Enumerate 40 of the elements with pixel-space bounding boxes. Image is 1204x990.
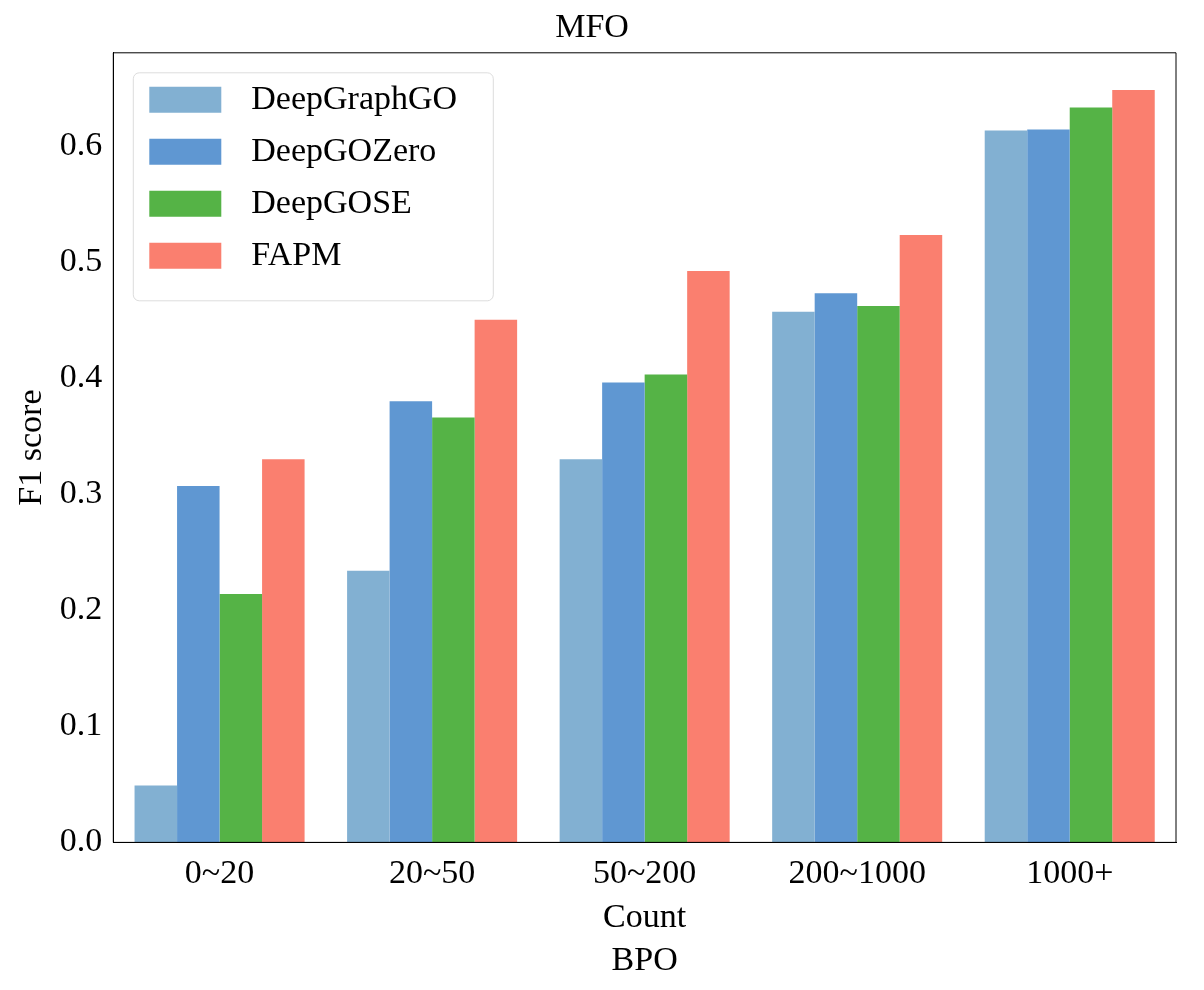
bar [772, 311, 815, 843]
chart-title: MFO [555, 7, 629, 45]
bar [177, 485, 220, 843]
bar [984, 130, 1028, 843]
y-axis-title: F1 score [11, 389, 49, 506]
legend-label: DeepGOSE [251, 182, 412, 220]
x-tick-label: 200~1000 [788, 852, 926, 890]
y-tick-label: 0.2 [59, 589, 103, 627]
bar [389, 401, 433, 843]
bar [219, 593, 263, 843]
bar [1112, 89, 1155, 843]
bar [687, 271, 730, 843]
bar [857, 305, 900, 843]
bar [262, 459, 305, 843]
legend-label: DeepGOZero [251, 130, 437, 168]
y-tick-label: 0.4 [59, 356, 103, 394]
bar [1027, 129, 1070, 843]
x-tick-label: 1000+ [1026, 852, 1114, 890]
bar [347, 570, 390, 843]
bar [899, 235, 943, 843]
text: BPO [611, 939, 678, 977]
bar [474, 319, 518, 843]
x-axis-title: Count [603, 896, 687, 934]
bar [602, 382, 645, 843]
bar [134, 785, 178, 843]
bar [644, 374, 688, 843]
legend-label: FAPM [251, 234, 342, 272]
y-tick-label: 0.6 [59, 124, 103, 162]
y-tick-label: 0.5 [59, 240, 103, 278]
y-tick-label: 0.3 [59, 472, 103, 510]
legend-label: DeepGraphGO [251, 78, 458, 116]
x-tick-label: 0~20 [184, 852, 255, 890]
bar [1069, 107, 1113, 843]
x-tick-label: 50~200 [592, 852, 697, 890]
y-tick-label: 0.0 [59, 821, 103, 859]
bar [814, 293, 858, 843]
x-tick-label: 20~50 [388, 852, 476, 890]
y-tick-label: 0.1 [59, 705, 103, 743]
bar [432, 417, 475, 843]
bar [559, 459, 603, 843]
